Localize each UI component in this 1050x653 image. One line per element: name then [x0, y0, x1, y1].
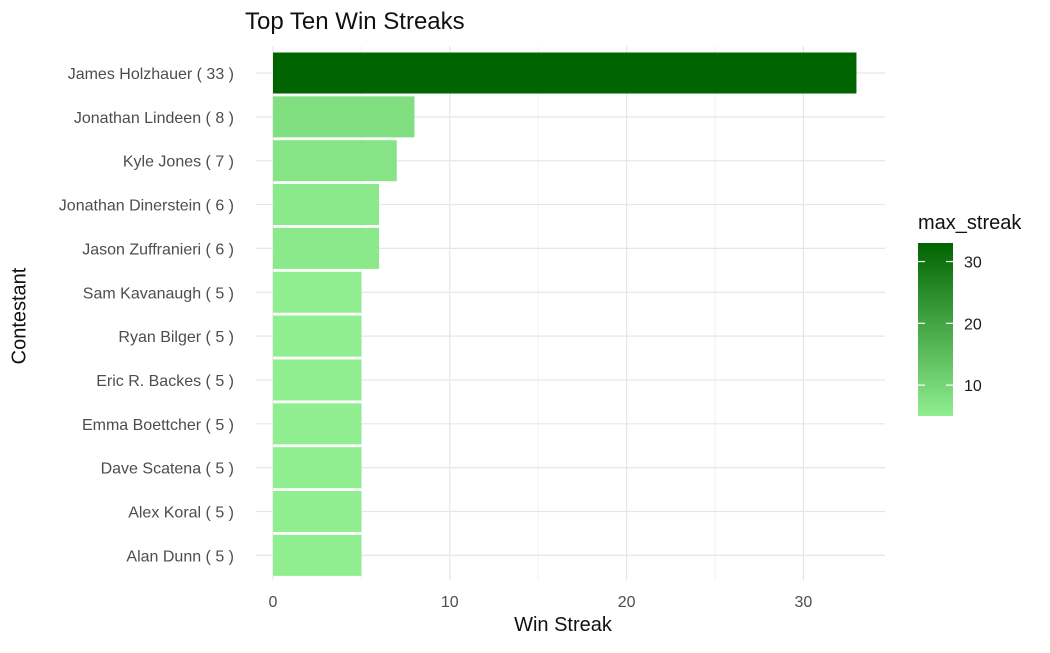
- y-tick-label: Jonathan Dinerstein ( 6 ): [59, 198, 234, 215]
- y-tick-label: Alan Dunn ( 5 ): [126, 548, 234, 565]
- bar: [273, 96, 415, 138]
- x-tick-label: 0: [269, 594, 278, 611]
- bar: [273, 184, 380, 226]
- x-axis-title: Win Streak: [514, 614, 612, 636]
- y-tick-label: James Holzhauer ( 33 ): [68, 66, 234, 83]
- y-tick-label: Jonathan Lindeen ( 8 ): [74, 110, 234, 127]
- y-tick-label: Ryan Bilger ( 5 ): [118, 329, 234, 346]
- legend-tick-label: 30: [964, 255, 982, 272]
- x-tick-label: 30: [795, 594, 813, 611]
- bar: [273, 140, 397, 182]
- bar: [273, 447, 362, 489]
- y-tick-label: Emma Boettcher ( 5 ): [82, 417, 234, 434]
- legend-tick-label: 20: [964, 316, 982, 333]
- y-tick-label: Dave Scatena ( 5 ): [101, 461, 234, 478]
- y-tick-label: Eric R. Backes ( 5 ): [96, 373, 234, 390]
- x-tick-labels: 0 10 20 30: [269, 594, 813, 611]
- bars: [273, 52, 857, 576]
- legend-colorbar: [918, 243, 953, 416]
- y-tick-labels: James Holzhauer ( 33 ) Jonathan Lindeen (…: [59, 66, 234, 565]
- legend-title: max_streak: [918, 212, 1022, 234]
- bar: [273, 491, 362, 532]
- y-tick-label: Jason Zuffranieri ( 6 ): [82, 241, 234, 258]
- bar: [273, 359, 362, 401]
- bar: [273, 271, 362, 313]
- y-axis-title: Contestant: [8, 267, 31, 365]
- legend-tick-label: 10: [964, 378, 982, 395]
- y-tick-label: Sam Kavanaugh ( 5 ): [83, 285, 234, 302]
- bar: [273, 403, 362, 445]
- x-tick-label: 20: [618, 594, 636, 611]
- bar: [273, 315, 362, 357]
- bar: [273, 534, 362, 576]
- y-tick-label: Alex Koral ( 5 ): [128, 505, 234, 522]
- y-tick-label: Kyle Jones ( 7 ): [123, 154, 234, 171]
- chart-title: Top Ten Win Streaks: [245, 8, 465, 35]
- bar: [273, 227, 380, 269]
- x-tick-label: 10: [441, 594, 459, 611]
- bar: [273, 52, 857, 94]
- legend: 10 20 30: [918, 243, 982, 416]
